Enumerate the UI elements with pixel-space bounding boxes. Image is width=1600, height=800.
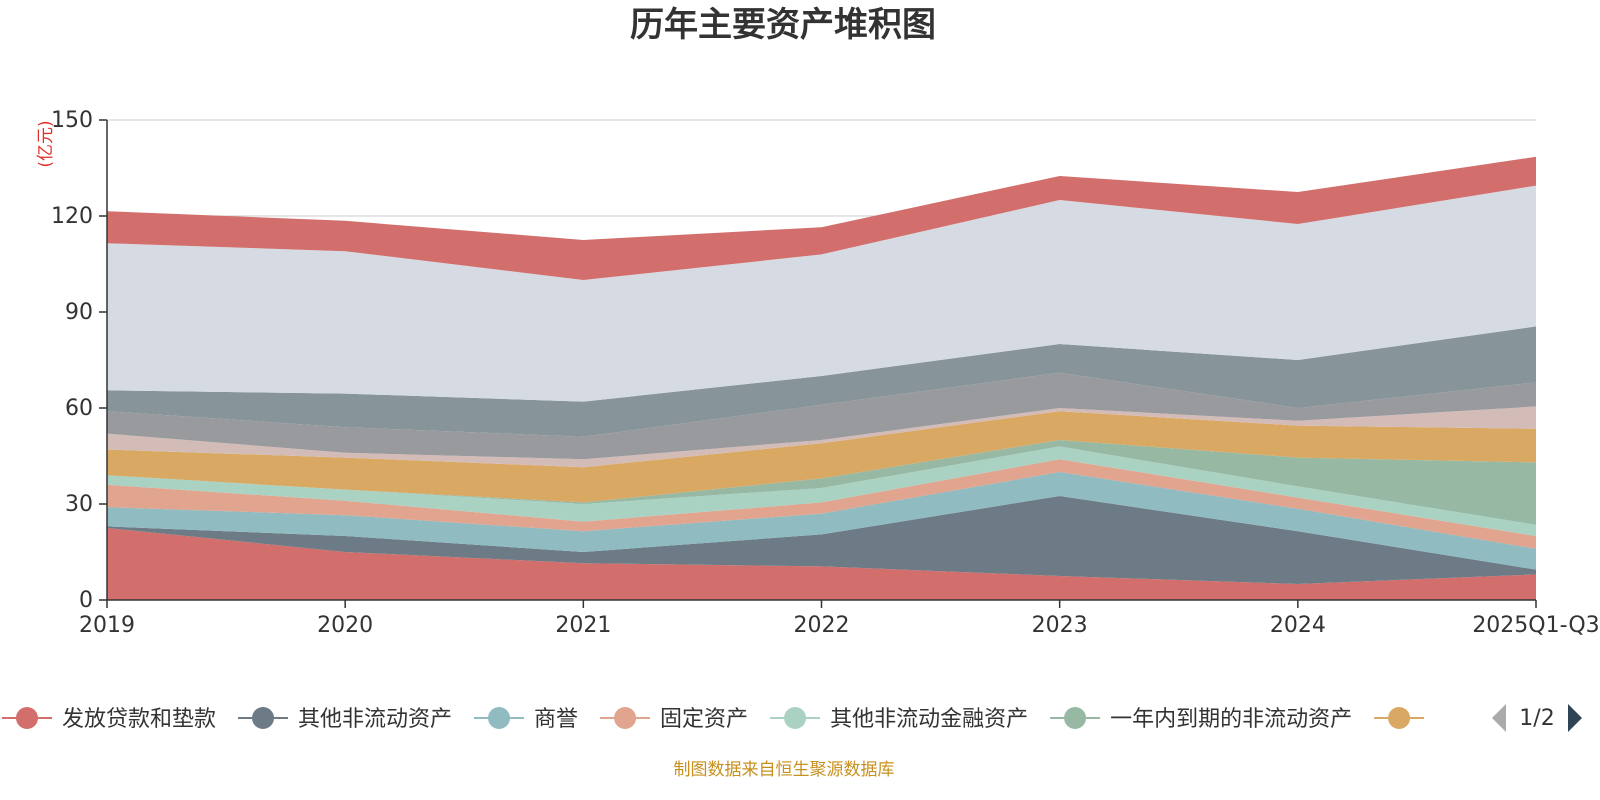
legend-item-6[interactable] xyxy=(1374,707,1425,729)
legend-label-3: 固定资产 xyxy=(660,707,748,732)
legend-label-5: 一年内到期的非流动资产 xyxy=(1110,707,1352,732)
legend-next-page-icon[interactable] xyxy=(1568,704,1582,732)
y-tick-label-5: 150 xyxy=(51,108,93,133)
legend-marker-4 xyxy=(784,707,807,729)
y-tick-label-2: 60 xyxy=(65,396,93,421)
series-area-0 xyxy=(107,528,1536,600)
legend-item-2[interactable]: 商誉 xyxy=(474,707,578,732)
legend-item-4[interactable]: 其他非流动金融资产 xyxy=(770,707,1028,732)
data-source-note: 制图数据来自恒生聚源数据库 xyxy=(674,760,895,780)
legend-item-0[interactable]: 发放贷款和垫款 xyxy=(2,707,216,732)
x-tick-label-6: 2025Q1-Q3 xyxy=(1472,613,1599,638)
series-area-2 xyxy=(107,472,1536,570)
legend-prev-page-icon[interactable] xyxy=(1492,704,1506,732)
series-area-4 xyxy=(107,446,1536,536)
legend-marker-2 xyxy=(488,707,511,729)
legend-marker-1 xyxy=(252,707,275,729)
axes: 0 30 60 90 120 150 2019 2020 2021 2022 2023 2024 202… xyxy=(51,108,1600,638)
series-area-3 xyxy=(107,459,1536,549)
series-area-9 xyxy=(107,326,1536,437)
x-tick-label-3: 2022 xyxy=(794,613,850,638)
legend-item-1[interactable]: 其他非流动资产 xyxy=(238,707,452,732)
series-area-11 xyxy=(107,156,1536,280)
x-tick-label-4: 2023 xyxy=(1032,613,1088,638)
legend-page-indicator: 1/2 xyxy=(1519,706,1554,731)
chart-title: 历年主要资产堆积图 xyxy=(630,5,936,45)
series-areas xyxy=(107,156,1536,600)
legend-item-3[interactable]: 固定资产 xyxy=(600,707,748,732)
legend-label-2: 商誉 xyxy=(534,707,578,732)
y-tick-label-3: 90 xyxy=(65,300,93,325)
y-tick-label-1: 30 xyxy=(65,492,93,517)
x-tick-label-0: 2019 xyxy=(79,613,135,638)
x-tick-label-1: 2020 xyxy=(317,613,373,638)
series-area-6 xyxy=(107,411,1536,503)
legend-marker-3 xyxy=(614,707,637,729)
series-area-1 xyxy=(107,496,1536,584)
y-tick-label-4: 120 xyxy=(51,204,93,229)
x-tick-label-2: 2021 xyxy=(555,613,611,638)
y-axis-unit: (亿元) xyxy=(36,120,56,167)
legend: 发放贷款和垫款 其他非流动资产 商誉 固定资产 其他非流动金融资产 一年内到期的非流动资产 xyxy=(2,707,1425,732)
legend-marker-6 xyxy=(1388,707,1411,729)
legend-pager: 1/2 xyxy=(1492,704,1582,732)
series-area-5 xyxy=(107,440,1536,525)
legend-label-0: 发放贷款和垫款 xyxy=(62,707,216,732)
series-area-10 xyxy=(107,185,1536,402)
x-tick-label-5: 2024 xyxy=(1270,613,1326,638)
legend-marker-5 xyxy=(1064,707,1087,729)
y-tick-label-0: 0 xyxy=(79,588,93,613)
legend-label-1: 其他非流动资产 xyxy=(298,707,452,732)
legend-label-4: 其他非流动金融资产 xyxy=(830,707,1028,732)
series-area-8 xyxy=(107,372,1536,460)
legend-marker-0 xyxy=(16,707,38,729)
legend-item-5[interactable]: 一年内到期的非流动资产 xyxy=(1050,707,1352,732)
